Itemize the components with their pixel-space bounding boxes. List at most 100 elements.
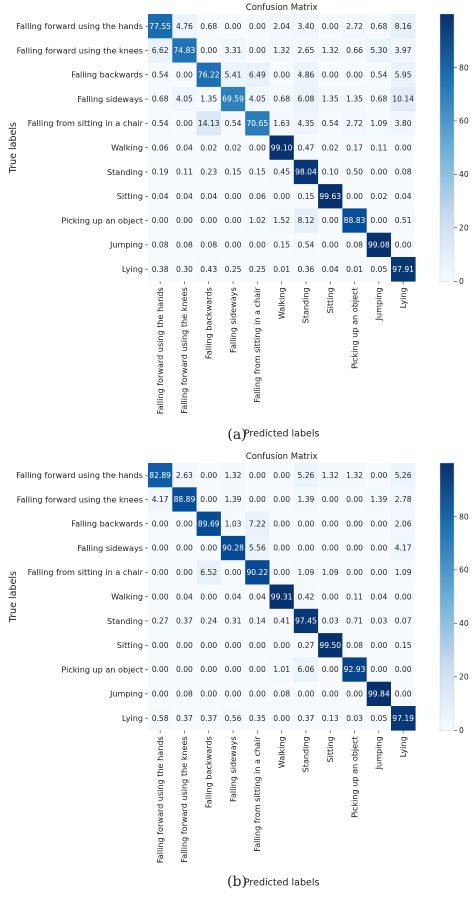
heatmap-cell <box>318 257 343 282</box>
heatmap-cell <box>366 633 392 658</box>
cell-value-label: 0.00 <box>200 592 217 601</box>
heatmap-cell <box>318 633 343 658</box>
cell-value-label: 0.00 <box>322 216 339 225</box>
heatmap-cell <box>366 38 392 63</box>
cell-value-label: 0.03 <box>346 714 363 723</box>
heatmap-cell <box>293 487 319 512</box>
cell-value-label: 76.22 <box>198 70 220 79</box>
heatmap-cell <box>391 232 416 258</box>
cell-value-label: 0.25 <box>225 265 242 274</box>
cell-value-label: 0.00 <box>200 216 217 225</box>
y-tick-label: Falling forward using the hands <box>16 21 143 31</box>
cell-value-label: 0.15 <box>297 192 314 201</box>
y-tick-label: Lying <box>122 713 143 723</box>
cell-value-label: 0.68 <box>152 95 169 104</box>
cell-value-label: 2.63 <box>176 471 193 480</box>
cell-value-label: 0.08 <box>176 689 193 698</box>
cell-value-label: 0.07 <box>395 617 412 626</box>
cell-value-label: 0.00 <box>273 641 290 650</box>
heatmap-cell <box>148 535 173 561</box>
heatmap-cell <box>293 111 319 136</box>
cell-value-label: 0.35 <box>249 714 266 723</box>
cell-value-label: 0.03 <box>370 617 387 626</box>
heatmap-cell <box>148 14 173 39</box>
y-tick-label: Falling backwards <box>71 519 143 529</box>
heatmap-cell <box>269 681 295 707</box>
heatmap-cell <box>220 608 246 634</box>
cell-value-label: 4.05 <box>176 95 193 104</box>
cell-value-label: 0.00 <box>370 168 387 177</box>
colorbar-tick-label: 0 <box>459 277 464 286</box>
cell-value-label: 0.00 <box>152 665 169 674</box>
colorbar <box>439 462 455 731</box>
heatmap-cell <box>293 38 319 63</box>
heatmap-cell <box>366 111 392 136</box>
heatmap-cell <box>245 232 270 258</box>
x-tick-label: Falling from sitting in a chair <box>252 287 262 403</box>
cell-value-label: 4.17 <box>152 495 169 504</box>
y-tick-label: Falling sideways <box>77 543 143 553</box>
heatmap-cell <box>342 62 367 88</box>
cell-value-label: 0.00 <box>297 689 314 698</box>
heatmap-cell <box>220 232 246 258</box>
heatmap-cell <box>293 159 319 185</box>
heatmap-cell <box>366 706 392 731</box>
heatmap-cell <box>318 463 343 488</box>
heatmap-cell <box>172 535 197 561</box>
cell-value-label: 3.31 <box>225 46 242 55</box>
colorbar-tick-label: 40 <box>459 170 469 179</box>
cell-value-label: 5.95 <box>395 70 412 79</box>
y-tick-label: Falling forward using the knees <box>17 494 143 504</box>
heatmap-cell <box>148 38 173 63</box>
heatmap-cell <box>196 511 222 537</box>
y-tick-label: Falling from sitting in a chair <box>28 118 144 128</box>
heatmap-cell <box>366 62 392 88</box>
heatmap-cell <box>196 86 222 112</box>
colorbar-tick-label: 60 <box>459 117 469 126</box>
heatmap-cell <box>342 487 367 512</box>
cell-value-label: 10.14 <box>392 95 414 104</box>
heatmap-cell <box>391 608 416 634</box>
heatmap-cell <box>318 208 343 233</box>
heatmap-cell <box>366 584 392 610</box>
heatmap-cell <box>172 159 197 185</box>
y-tick-label: Sitting <box>117 191 143 201</box>
heatmap-cell <box>196 487 222 512</box>
heatmap-cell <box>172 135 197 161</box>
heatmap-cell <box>293 608 319 634</box>
cell-value-label: 0.19 <box>152 168 169 177</box>
cell-value-label: 0.00 <box>249 495 266 504</box>
heatmap-cell <box>318 511 343 537</box>
heatmap-cell <box>293 560 319 585</box>
heatmap-cell <box>293 463 319 488</box>
cell-value-label: 0.00 <box>200 495 217 504</box>
heatmap-cell <box>269 706 295 731</box>
cell-value-label: 0.04 <box>395 192 412 201</box>
heatmap-cell <box>318 681 343 707</box>
cell-value-label: 99.31 <box>271 592 293 601</box>
heatmap-cell <box>172 511 197 537</box>
heatmap-cell <box>269 62 295 88</box>
heatmap-cell <box>391 159 416 185</box>
heatmap-cell <box>148 111 173 136</box>
colorbar-tick-label: 80 <box>459 63 469 72</box>
cell-value-label: 0.00 <box>152 689 169 698</box>
heatmap-cell <box>391 208 416 233</box>
heatmap-cell <box>342 657 367 682</box>
cell-value-label: 0.00 <box>225 192 242 201</box>
heatmap-cell <box>148 86 173 112</box>
cell-value-label: 0.00 <box>273 70 290 79</box>
cell-value-label: 0.00 <box>249 22 266 31</box>
cell-value-label: 0.00 <box>225 665 242 674</box>
heatmap-cell <box>342 111 367 136</box>
chart-title: Confusion Matrix <box>246 3 318 13</box>
cell-value-label: 1.01 <box>273 665 290 674</box>
heatmap-cell <box>172 86 197 112</box>
heatmap-cell <box>293 208 319 233</box>
cell-value-label: 0.00 <box>200 689 217 698</box>
cell-value-label: 0.54 <box>225 119 242 128</box>
y-tick-label: Jumping <box>109 689 143 699</box>
cell-value-label: 0.00 <box>322 592 339 601</box>
cell-value-label: 0.00 <box>370 216 387 225</box>
cell-value-label: 0.54 <box>297 240 314 249</box>
